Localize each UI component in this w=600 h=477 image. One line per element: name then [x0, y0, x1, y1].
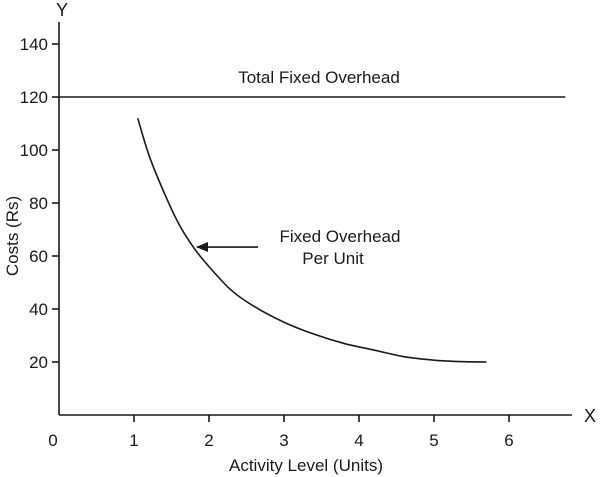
- x-axis-title: Activity Level (Units): [229, 456, 383, 475]
- fixed-overhead-per-unit-label-line1: Fixed Overhead: [280, 227, 401, 246]
- y-axis-letter: Y: [56, 0, 68, 20]
- total-fixed-overhead-label: Total Fixed Overhead: [238, 68, 400, 87]
- x-ticks: 1 2 3 4 5 6: [129, 415, 514, 450]
- x-tick-label-4: 4: [354, 431, 363, 450]
- y-tick-label-100: 100: [20, 141, 48, 160]
- y-tick-label-20: 20: [29, 353, 48, 372]
- x-tick-label-1: 1: [129, 431, 138, 450]
- x-tick-label-6: 6: [504, 431, 513, 450]
- x-tick-label-5: 5: [429, 431, 438, 450]
- fixed-overhead-per-unit-label-line2: Per Unit: [302, 249, 364, 268]
- origin-label: 0: [48, 431, 57, 450]
- y-tick-label-40: 40: [29, 300, 48, 319]
- y-tick-label-120: 120: [20, 88, 48, 107]
- y-axis-title: Costs (Rs): [3, 196, 22, 276]
- y-tick-label-140: 140: [20, 35, 48, 54]
- y-tick-label-60: 60: [29, 247, 48, 266]
- x-axis-letter: X: [584, 406, 596, 426]
- x-tick-label-3: 3: [279, 431, 288, 450]
- fixed-overhead-per-unit-curve: [136, 117, 487, 363]
- y-tick-label-80: 80: [29, 194, 48, 213]
- y-ticks: 20 40 60 80 100 120 140: [20, 35, 59, 372]
- x-tick-label-2: 2: [204, 431, 213, 450]
